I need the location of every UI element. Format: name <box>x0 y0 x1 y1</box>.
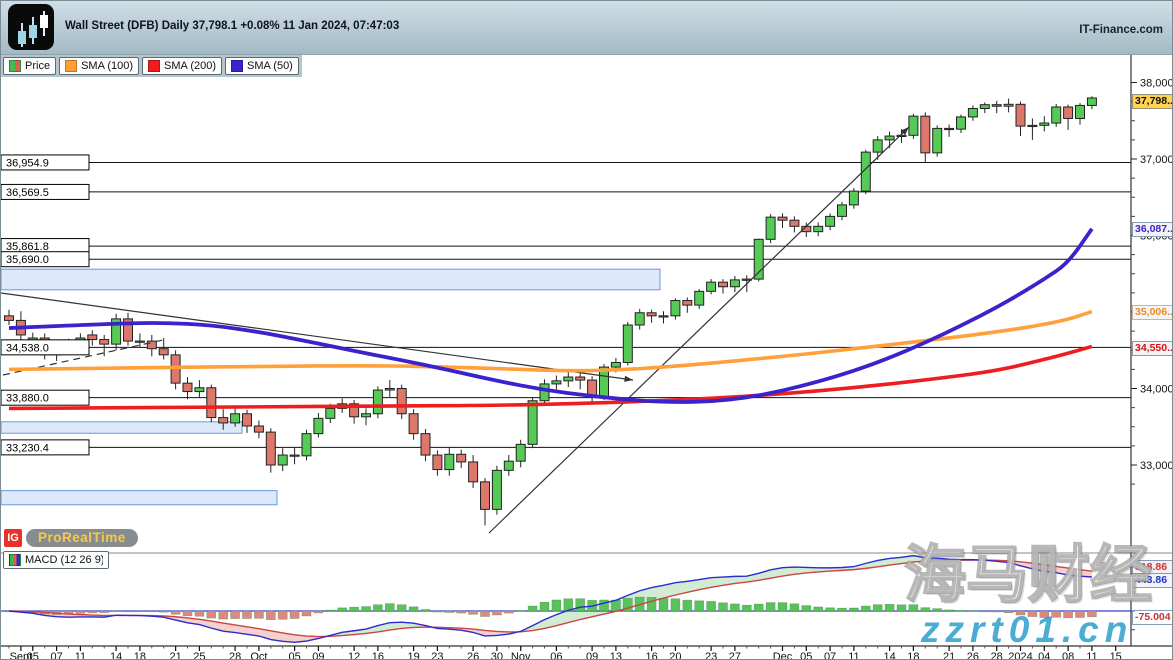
svg-text:35,861.8: 35,861.8 <box>6 241 49 253</box>
svg-text:15: 15 <box>1110 651 1122 660</box>
svg-text:26: 26 <box>467 651 479 660</box>
svg-text:13: 13 <box>610 651 622 660</box>
macd-line-badge: 443.86 <box>1132 573 1172 588</box>
svg-text:21: 21 <box>169 651 181 660</box>
legend-price-label: Price <box>25 60 51 72</box>
macd-histogram-badge: -75.004 <box>1132 610 1172 625</box>
svg-text:12: 12 <box>348 651 360 660</box>
svg-text:36,569.5: 36,569.5 <box>6 187 49 199</box>
svg-text:14: 14 <box>110 651 122 660</box>
svg-text:Dec: Dec <box>773 651 793 660</box>
sma200-value-badge: 34,550.. <box>1132 341 1172 356</box>
macd-signal-badge: 518.86 <box>1132 560 1172 575</box>
svg-text:09: 09 <box>586 651 598 660</box>
ig-logo-icon: IG <box>4 529 22 547</box>
svg-text:05: 05 <box>27 651 39 660</box>
legend-sma200-label: SMA (200) <box>164 60 216 72</box>
svg-text:19: 19 <box>407 651 419 660</box>
svg-text:07: 07 <box>50 651 62 660</box>
svg-text:18: 18 <box>134 651 146 660</box>
svg-text:16: 16 <box>372 651 384 660</box>
watermark-cn: 海马财经 <box>903 541 1153 610</box>
prorealtime-label: ProRealTime <box>26 529 138 547</box>
svg-text:38,000: 38,000 <box>1140 78 1173 90</box>
svg-text:Oct: Oct <box>250 651 267 660</box>
last-price-badge: 37,798.. <box>1132 94 1172 109</box>
sma100-color-icon <box>65 60 78 72</box>
svg-text:09: 09 <box>312 651 324 660</box>
app-logo-icon <box>8 4 54 50</box>
legend-sma200-button[interactable]: SMA (200) <box>142 57 222 75</box>
svg-text:07: 07 <box>824 651 836 660</box>
svg-text:25: 25 <box>193 651 205 660</box>
svg-text:14: 14 <box>883 651 895 660</box>
svg-text:36,954.9: 36,954.9 <box>6 157 49 169</box>
sma50-color-icon <box>231 60 243 72</box>
svg-text:23: 23 <box>431 651 443 660</box>
svg-text:2024: 2024 <box>1008 651 1032 660</box>
svg-text:11: 11 <box>75 651 86 660</box>
legend-sma50-button[interactable]: SMA (50) <box>225 57 299 75</box>
price-candles-icon <box>9 60 21 72</box>
sma200-color-icon <box>148 60 161 72</box>
svg-text:34,000: 34,000 <box>1140 384 1173 396</box>
svg-text:05: 05 <box>288 651 300 660</box>
legend-price-button[interactable]: Price <box>3 57 57 75</box>
svg-text:35,690.0: 35,690.0 <box>6 254 49 266</box>
watermark-url: zzrt01.cn <box>921 609 1134 650</box>
svg-text:27: 27 <box>729 651 741 660</box>
svg-text:04: 04 <box>1038 651 1050 660</box>
svg-text:33,000: 33,000 <box>1140 460 1173 472</box>
svg-text:37,000: 37,000 <box>1140 154 1173 166</box>
legend-macd-label: MACD (12 26 9) <box>25 554 103 566</box>
legend-sma100-label: SMA (100) <box>81 60 134 72</box>
svg-text:16: 16 <box>645 651 657 660</box>
svg-text:21: 21 <box>943 651 955 660</box>
instrument-title: Wall Street (DFB) Daily 37,798.1 +0.08% … <box>65 20 400 32</box>
prorealtime-logo[interactable]: IG ProRealTime <box>4 529 138 547</box>
svg-text:26: 26 <box>967 651 979 660</box>
sma100-value-badge: 35,006.. <box>1132 305 1172 320</box>
svg-text:Sept: Sept <box>10 651 33 660</box>
svg-text:18: 18 <box>907 651 919 660</box>
svg-text:20: 20 <box>669 651 681 660</box>
provider-label: IT-Finance.com <box>1079 24 1163 36</box>
svg-text:33,230.4: 33,230.4 <box>6 442 49 454</box>
svg-text:11: 11 <box>848 651 859 660</box>
legend-sma50-label: SMA (50) <box>247 60 293 72</box>
svg-text:34,538.0: 34,538.0 <box>6 342 49 354</box>
sma50-value-badge: 36,087.. <box>1132 222 1172 237</box>
legend-bar: Price SMA (100) SMA (200) SMA (50) <box>1 55 302 77</box>
svg-text:23: 23 <box>705 651 717 660</box>
svg-text:28: 28 <box>991 651 1003 660</box>
svg-text:06: 06 <box>550 651 562 660</box>
svg-text:11: 11 <box>1086 651 1097 660</box>
svg-text:33,880.0: 33,880.0 <box>6 393 49 405</box>
svg-text:28: 28 <box>229 651 241 660</box>
macd-color-icon <box>9 554 21 566</box>
svg-text:05: 05 <box>800 651 812 660</box>
title-bar: Wall Street (DFB) Daily 37,798.1 +0.08% … <box>1 1 1172 55</box>
svg-text:30: 30 <box>491 651 503 660</box>
svg-text:08: 08 <box>1062 651 1074 660</box>
svg-text:Nov: Nov <box>511 651 531 660</box>
legend-macd-button[interactable]: MACD (12 26 9) <box>3 551 109 569</box>
legend-sma100-button[interactable]: SMA (100) <box>59 57 140 75</box>
